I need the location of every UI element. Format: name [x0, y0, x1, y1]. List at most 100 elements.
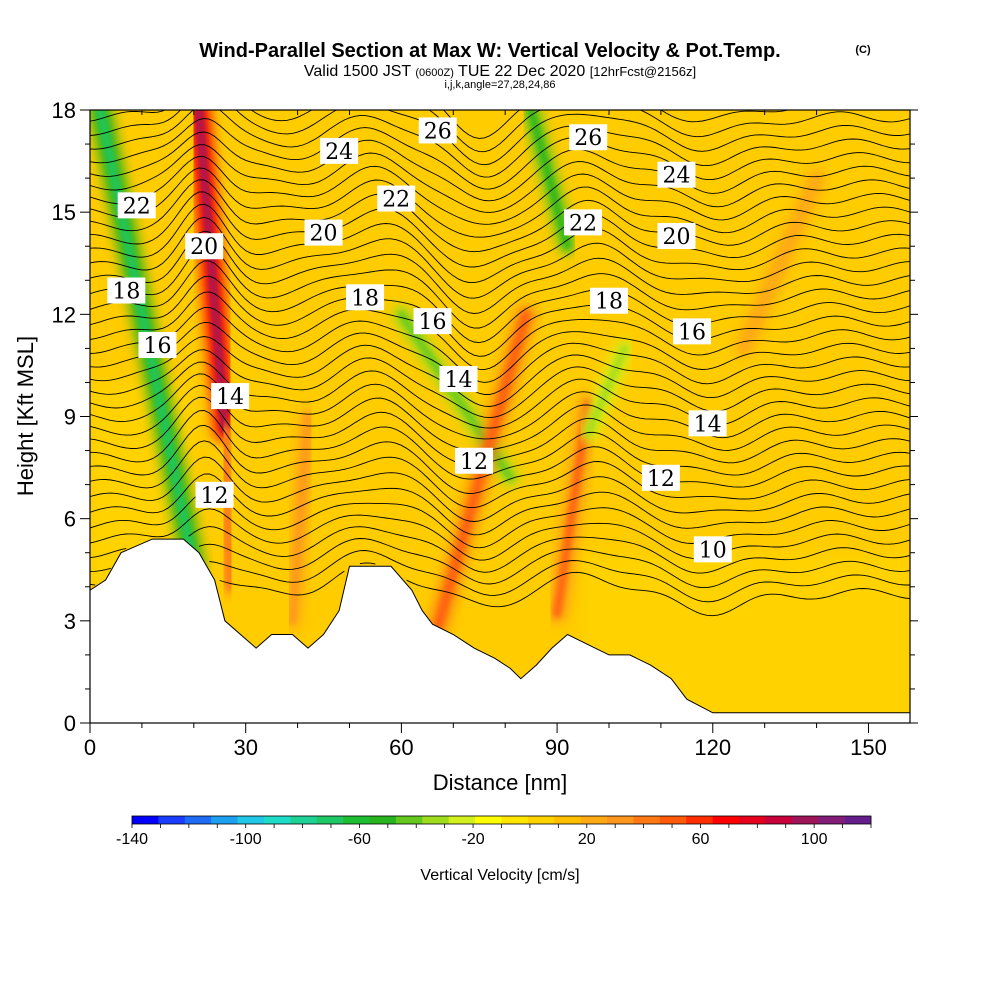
isentrope-minor: [90, 110, 910, 153]
contour-label-text: 10: [699, 538, 727, 563]
colorbar-swatch: [791, 816, 819, 824]
contour-labels: 10 12 12 12 14 14 14 16 16 16 18 18 18 20 20 20 22 22 22 24…: [107, 117, 732, 563]
colorbar-tick-label: 20: [578, 831, 596, 848]
isentrope-minor: [90, 550, 910, 603]
isentrope-minor: [90, 526, 910, 574]
isentrope-minor: [90, 291, 910, 371]
x-axis-title: Distance [nm]: [433, 770, 568, 795]
contour-label-box: [138, 331, 177, 358]
chart-title-mark: (C): [855, 44, 871, 56]
isentrope-minor: [90, 179, 910, 253]
colorbar-tick-label: -100: [230, 831, 262, 848]
x-tick-label: 90: [545, 735, 569, 760]
contour-label: 18: [107, 277, 146, 304]
contour-label: 10: [693, 536, 732, 563]
subtitle-fcst: [12hrFcst@2156z]: [590, 64, 696, 79]
colorbar-title: Vertical Velocity [cm/s]: [420, 867, 579, 884]
contour-label-box: [641, 464, 680, 491]
isentrope-minor: [90, 203, 910, 284]
colorbar-swatch: [712, 816, 740, 824]
isentrope-22: [90, 191, 910, 268]
chart-title: Wind-Parallel Section at Max W: Vertical…: [199, 40, 780, 62]
colorbar-tick-label: 60: [692, 831, 710, 848]
contour-label-box: [185, 233, 224, 260]
colorbar-swatch: [237, 816, 265, 824]
contour-label-box: [657, 223, 696, 250]
contour-label-box: [304, 219, 343, 246]
x-tick-label: 0: [84, 735, 96, 760]
isentrope-minor: [90, 456, 910, 522]
contour-label-text: 24: [662, 164, 690, 189]
colorbar-swatch: [844, 816, 872, 824]
subtitle-date: TUE 22 Dec 2020: [458, 63, 585, 80]
plot-area: 10 12 12 12 14 14 14 16 16 16 18 18 18 20 20 20 22 22 22 24…: [90, 110, 910, 723]
isentrope-minor: [90, 118, 910, 190]
contour-label-text: 16: [678, 320, 706, 345]
contour-label: 14: [688, 410, 727, 437]
colorbar-swatch: [818, 816, 845, 824]
isentrope-minor: [443, 110, 791, 139]
isentrope-minor: [90, 275, 910, 357]
y-axis-title: Height [Kft MSL]: [13, 336, 38, 496]
isentrope-minor: [219, 562, 910, 617]
isentrope-minor: [90, 440, 910, 509]
colorbar-tick-label: 100: [801, 831, 828, 848]
contour-label-box: [673, 318, 712, 345]
isentrope-18: [90, 307, 910, 383]
contour-label-text: 18: [351, 286, 379, 311]
contour-label-text: 20: [662, 225, 690, 250]
contour-label-box: [589, 287, 628, 314]
contour-label-text: 20: [310, 222, 338, 247]
contour-label-box: [195, 481, 234, 508]
contour-label: 12: [195, 481, 234, 509]
downdraft-core: [527, 110, 572, 250]
contour-label-box: [439, 366, 478, 393]
isentrope-minor: [90, 155, 910, 225]
contour-label: 24: [320, 137, 359, 165]
contour-label-text: 22: [569, 211, 597, 236]
subtitle-valid: Valid 1500 JST: [304, 63, 412, 80]
isentrope-14: [90, 410, 910, 480]
y-tick-label: 6: [64, 507, 76, 532]
colorbar-swatch: [184, 816, 212, 824]
x-tick-label: 120: [694, 735, 731, 760]
contour-label: 16: [673, 318, 712, 345]
colorbar-swatch: [686, 816, 713, 824]
contour-label: 14: [439, 366, 478, 393]
isentrope-minor: [90, 321, 910, 395]
colorbar-swatch: [607, 816, 634, 824]
contour-label: 22: [564, 209, 603, 236]
contour-label-text: 20: [190, 235, 218, 260]
terrain-mask: [90, 538, 910, 723]
colorbar-swatch: [158, 816, 186, 824]
contour-label: 20: [304, 219, 343, 247]
contour-label: 24: [657, 161, 696, 189]
colorbar-swatch: [211, 816, 238, 824]
isentrope-minor: [90, 110, 910, 178]
colorbar-tick-label: -140: [116, 831, 148, 848]
colorbar-swatch: [580, 816, 608, 824]
contour-label-box: [569, 124, 608, 151]
colorbar-swatch: [501, 816, 529, 824]
contour-label-box: [564, 209, 603, 236]
isentrope-26: [90, 110, 910, 166]
contour-label: 22: [117, 192, 156, 219]
colorbar-swatch: [316, 816, 344, 824]
contour-label-text: 22: [382, 188, 410, 213]
contour-label-box: [455, 447, 494, 474]
contour-label-box: [418, 117, 457, 144]
y-tick-label: 15: [52, 200, 76, 225]
contour-label-text: 12: [460, 450, 488, 475]
contour-label: 20: [657, 223, 696, 250]
contour-label: 18: [346, 284, 385, 311]
contour-label-text: 16: [143, 334, 171, 359]
chart-subtitle: Valid 1500 JST (0600Z) TUE 22 Dec 2020 […: [304, 63, 696, 80]
y-tick-label: 0: [64, 711, 76, 736]
contour-label-box: [657, 161, 696, 188]
colorbar-swatch: [554, 816, 581, 824]
colorbar-swatch: [659, 816, 687, 824]
colorbar-swatch: [263, 816, 291, 824]
contour-label: 16: [413, 308, 452, 335]
x-tick-label: 30: [233, 735, 257, 760]
